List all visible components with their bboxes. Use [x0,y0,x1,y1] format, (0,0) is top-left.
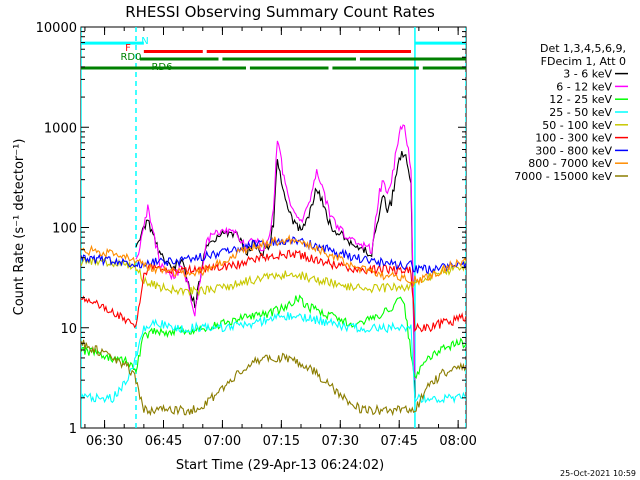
x-tick-label-0: 06:30 [86,434,123,449]
timestamp: 25-Oct-2021 10:59 [560,469,636,478]
legend-header-1: FDecim 1, Att 0 [541,55,626,68]
x-tick-label-1: 06:45 [145,434,182,449]
series-line-5 [81,249,466,333]
flag-label-1: F [125,43,131,54]
legend-entry-3: 25 - 50 keV [549,106,612,119]
series-line-0 [135,150,416,398]
y-tick-label-1: 10 [60,322,77,337]
y-tick-label-2: 100 [52,222,77,237]
x-tick-label-6: 08:00 [439,434,476,449]
y-tick-label-3: 1000 [44,121,77,136]
flag-label-3: RD6 [151,62,172,73]
series-line-4 [81,256,466,297]
series-line-8 [81,339,466,417]
legend: Det 1,3,4,5,6,9,FDecim 1, Att 03 - 6 keV… [514,42,628,183]
x-tick-label-2: 07:00 [204,434,241,449]
y-axis-label: Count Rate (s⁻¹ detector⁻¹) [12,139,27,316]
legend-header-0: Det 1,3,4,5,6,9, [540,42,626,55]
series-line-2 [81,294,466,379]
plot-frame [80,26,467,429]
series-line-6 [81,236,466,275]
series-line-7 [81,234,466,287]
chart-title: RHESSI Observing Summary Count Rates [125,3,435,21]
legend-entry-0: 3 - 6 keV [563,68,612,81]
flag-label-0: N [141,36,148,47]
y-tick-label-0: 1 [69,422,77,437]
x-tick-label-4: 07:30 [322,434,359,449]
legend-entry-8: 7000 - 15000 keV [514,170,612,183]
flag-label-2: RD0 [120,52,141,63]
y-axis: 1 10 100 1000 10000 [36,21,466,437]
legend-entry-1: 6 - 12 keV [556,80,612,93]
x-axis: 06:30 06:45 07:00 07:15 07:30 07:45 08:00 [84,27,477,449]
legend-entry-7: 800 - 7000 keV [528,157,612,170]
series-line-3 [81,312,466,404]
y-tick-label-4: 10000 [36,21,77,36]
legend-entry-4: 50 - 100 keV [542,119,612,132]
x-tick-label-3: 07:15 [263,434,300,449]
legend-entry-2: 12 - 25 keV [549,93,612,106]
x-tick-label-5: 07:45 [380,434,417,449]
legend-entry-6: 300 - 800 keV [535,144,612,157]
x-axis-label: Start Time (29-Apr-13 06:24:02) [176,458,384,473]
legend-entry-5: 100 - 300 keV [535,132,612,145]
series-line-1 [135,124,416,381]
